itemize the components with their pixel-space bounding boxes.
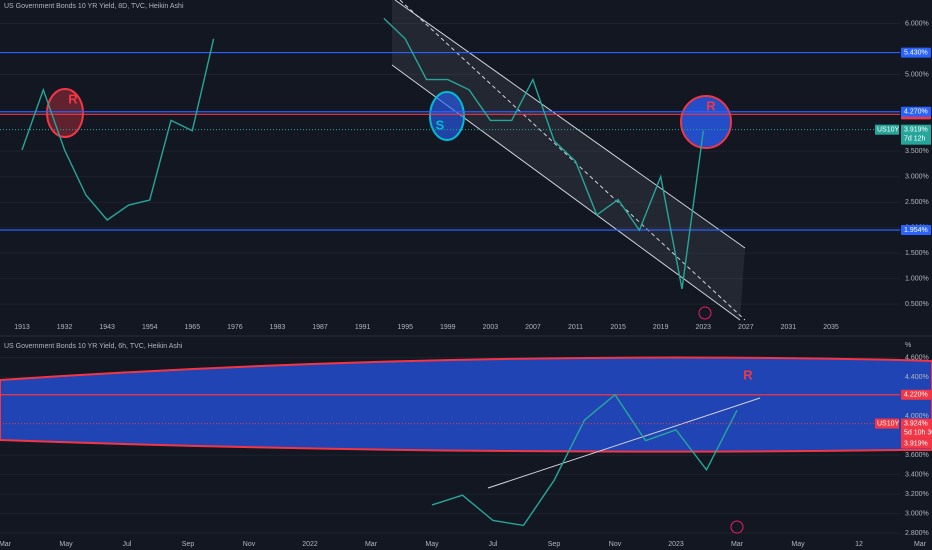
x-tick-label: 1954 bbox=[142, 324, 158, 331]
level-label: 4.220% bbox=[904, 392, 928, 399]
channel-upper bbox=[394, 0, 746, 249]
series-tag bbox=[875, 418, 899, 429]
current-label: 3.924% bbox=[904, 420, 928, 427]
top-decorations: R S R bbox=[46, 0, 746, 321]
y-tick-label: 2.500% bbox=[905, 199, 929, 206]
level-label: 1.954% bbox=[904, 227, 928, 234]
y-tick-label: 5.000% bbox=[905, 71, 929, 78]
level-label: 5.430% bbox=[904, 49, 928, 56]
current-box bbox=[901, 124, 931, 145]
resistance-circle bbox=[680, 95, 732, 149]
x-tick-label: Mar bbox=[914, 541, 927, 548]
x-tick-label: 1983 bbox=[270, 324, 286, 331]
x-tick-label: May bbox=[59, 541, 73, 548]
x-tick-label: 1943 bbox=[99, 324, 115, 331]
event-icon[interactable] bbox=[730, 520, 744, 534]
x-tick-label: Jul bbox=[489, 541, 498, 548]
series-name: US10Y bbox=[877, 420, 900, 427]
annotation: S bbox=[436, 117, 445, 132]
y-tick-label: 3.500% bbox=[905, 148, 929, 155]
x-tick-label: 2007 bbox=[525, 324, 541, 331]
channel-mid bbox=[399, 0, 746, 321]
x-tick-label: 2027 bbox=[738, 324, 754, 331]
x-tick-label: 2003 bbox=[483, 324, 499, 331]
x-tick-label: 1991 bbox=[355, 324, 371, 331]
x-tick-label: 1932 bbox=[57, 324, 73, 331]
countdown: 7d 12h bbox=[904, 136, 926, 143]
y-tick-label: 3.000% bbox=[905, 173, 929, 180]
level-box bbox=[901, 47, 931, 58]
x-tick-label: 2015 bbox=[610, 324, 626, 331]
trendline bbox=[487, 397, 761, 489]
level-box bbox=[901, 106, 931, 117]
pane bbox=[0, 22, 900, 305]
current-label: 3.919% bbox=[904, 127, 928, 134]
y-tick-label: 3.000% bbox=[905, 511, 929, 518]
channel bbox=[392, 0, 745, 320]
y-tick-label: 3.200% bbox=[905, 491, 929, 498]
y-tick-label: 3.600% bbox=[905, 452, 929, 459]
x-tick-label: Sep bbox=[548, 541, 561, 548]
x-tick-label: 1965 bbox=[185, 324, 201, 331]
x-tick-label: May bbox=[425, 541, 439, 548]
level-label: 4.270% bbox=[904, 109, 928, 116]
price-line bbox=[431, 393, 738, 527]
y-tick-label: 2.800% bbox=[905, 530, 929, 537]
x-tick-label: 2011 bbox=[568, 324, 583, 331]
x-tick-label: Mar bbox=[0, 541, 12, 548]
level-box bbox=[901, 389, 931, 400]
x-tick-label: Nov bbox=[609, 541, 622, 548]
x-tick-label: May bbox=[791, 541, 805, 548]
event-icon[interactable] bbox=[698, 306, 712, 320]
y-tick-label: 4.000% bbox=[905, 413, 929, 420]
annotation: R bbox=[706, 98, 716, 113]
x-tick-label: 1995 bbox=[397, 324, 413, 331]
annotation: R bbox=[743, 367, 753, 382]
current-box bbox=[901, 418, 931, 439]
chart-title: US Government Bonds 10 YR Yield, 6h, TVC… bbox=[4, 343, 183, 350]
price-line bbox=[21, 17, 704, 290]
x-tick-label: 1999 bbox=[440, 324, 456, 331]
y-tick-label: 0.500% bbox=[905, 301, 929, 308]
x-tick-label: 2035 bbox=[823, 324, 839, 331]
x-tick-label: 2031 bbox=[781, 324, 797, 331]
x-tick-label: 2023 bbox=[668, 541, 684, 548]
x-tick-label: Sep bbox=[182, 541, 195, 548]
level-box bbox=[901, 224, 931, 235]
countdown: 5d 10h 30 bbox=[904, 429, 932, 436]
x-tick-label: Mar bbox=[731, 541, 744, 548]
range-band bbox=[0, 356, 932, 453]
annotation: R bbox=[68, 91, 78, 106]
x-tick-label: Jul bbox=[123, 541, 132, 548]
x-tick-label: 1976 bbox=[227, 324, 243, 331]
y-tick-label: 1.500% bbox=[905, 250, 929, 257]
series-name: US10Y bbox=[877, 127, 900, 134]
support-circle bbox=[429, 91, 465, 141]
x-tick-label: 12 bbox=[855, 541, 863, 548]
unit-label: % bbox=[905, 342, 911, 349]
x-tick-label: Mar bbox=[365, 541, 378, 548]
y-tick-label: 3.400% bbox=[905, 472, 929, 479]
x-tick-label: Nov bbox=[243, 541, 256, 548]
x-tick-label: 2023 bbox=[695, 324, 711, 331]
y-tick-label: 4.400% bbox=[905, 374, 929, 381]
chart-title: US Government Bonds 10 YR Yield, 8D, TVC… bbox=[4, 3, 184, 10]
y-tick-label: 1.000% bbox=[905, 276, 929, 283]
bottom-decorations: R bbox=[0, 356, 932, 534]
y-tick-label: 6.000% bbox=[905, 20, 929, 27]
x-tick-label: 1913 bbox=[14, 324, 30, 331]
x-tick-label: 2022 bbox=[302, 541, 318, 548]
series-tag bbox=[875, 124, 899, 135]
y-tick-label: 4.600% bbox=[905, 355, 929, 362]
x-tick-label: 2019 bbox=[653, 324, 669, 331]
extra-box bbox=[901, 438, 931, 449]
x-tick-label: 1987 bbox=[312, 324, 328, 331]
extra-label: 3.919% bbox=[904, 440, 928, 447]
